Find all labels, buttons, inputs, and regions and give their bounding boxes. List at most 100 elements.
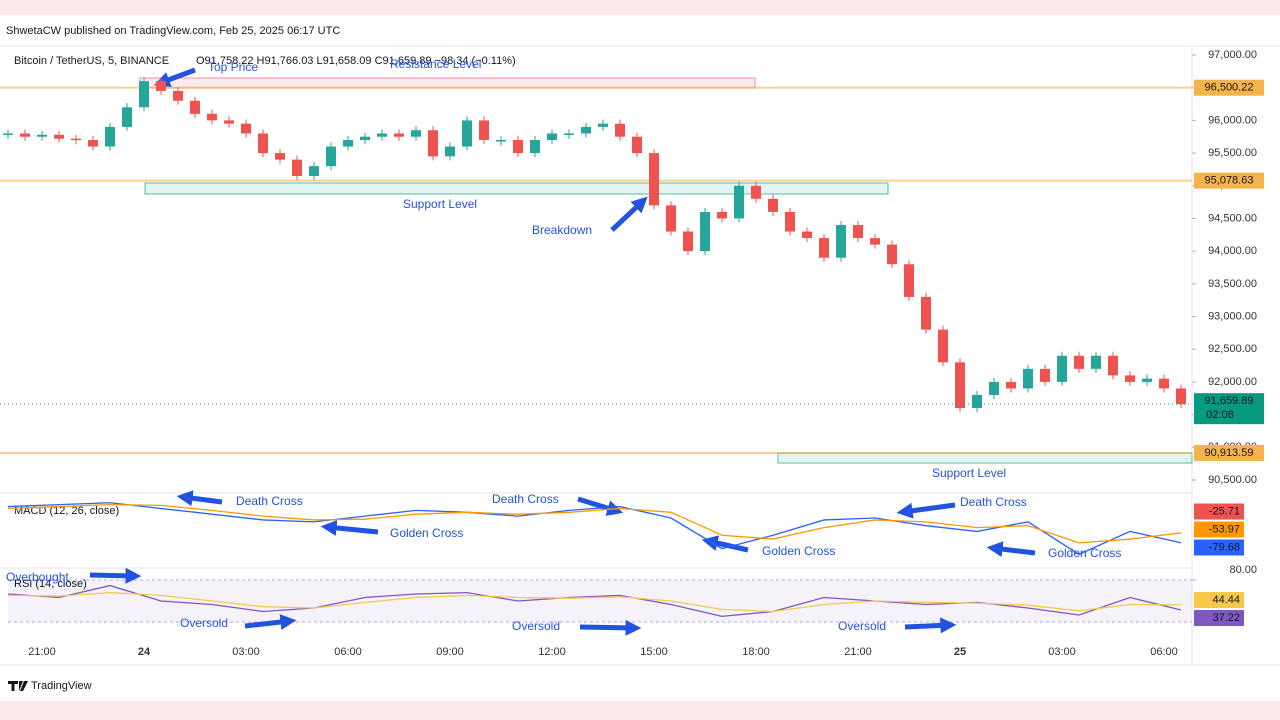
x-tick-label: 12:00 (538, 646, 566, 658)
header: ShwetaCW published on TradingView.com, F… (6, 25, 340, 37)
footer: TradingView (31, 680, 92, 692)
rsi-title: RSI (14, close) (14, 578, 87, 590)
y-tick-label: 93,500.00 (1208, 278, 1257, 290)
candle (20, 133, 30, 137)
y-tick-label: 90,500.00 (1208, 474, 1257, 486)
y-tick-label: 80.00 (1229, 564, 1257, 576)
candle (598, 123, 608, 127)
y-tick-label: 94,500.00 (1208, 212, 1257, 224)
candle (564, 133, 574, 135)
rsi-band (8, 580, 1192, 622)
candle (275, 153, 285, 160)
candle (241, 123, 251, 134)
arrow (244, 614, 297, 631)
candle (1057, 355, 1067, 382)
candle (377, 133, 387, 137)
arrow (579, 619, 642, 636)
candle (445, 146, 455, 157)
annotation: Golden Cross (390, 526, 463, 540)
candle (156, 81, 166, 91)
arrow (154, 67, 196, 88)
annotation: Overbought (6, 570, 69, 584)
arrow (904, 617, 957, 634)
x-tick-label: 06:00 (334, 646, 362, 658)
candle (513, 140, 523, 154)
indicator-line (7, 591, 1182, 613)
logo (8, 681, 28, 691)
candle (309, 166, 319, 176)
candle (3, 133, 13, 135)
countdown: 02:08 (1206, 409, 1234, 421)
candle (853, 225, 863, 239)
readout-box (1194, 592, 1244, 608)
candle (938, 329, 948, 363)
candle (1091, 355, 1101, 369)
indicator-line (7, 503, 1182, 544)
annotation: Oversold (180, 616, 228, 630)
candle (734, 185, 744, 219)
candle (479, 120, 489, 140)
candle (632, 136, 642, 154)
level-label: 96,500.22 (1205, 82, 1254, 94)
annotation: Death Cross (960, 495, 1027, 509)
annotation: Support Level (932, 466, 1006, 480)
readout-label: 37.22 (1212, 612, 1240, 624)
candle (1074, 355, 1084, 369)
x-tick-label: 03:00 (1048, 646, 1076, 658)
candle (802, 231, 812, 239)
annotation: Support Level (403, 197, 477, 211)
candle (649, 153, 659, 206)
y-tick-label: 96,000.00 (1208, 114, 1257, 126)
candle (37, 134, 47, 137)
candle (836, 225, 846, 258)
annotation: Death Cross (492, 492, 559, 506)
y-tick-label: 94,000.00 (1208, 245, 1257, 257)
candle (224, 120, 234, 124)
annotation: Breakdown (532, 223, 592, 237)
x-tick-label: 24 (138, 646, 151, 658)
candle (105, 126, 115, 147)
readout-label: -79.68 (1209, 541, 1240, 553)
candle (1176, 388, 1186, 405)
support-zone (777, 452, 1193, 464)
candle (989, 381, 999, 395)
y-tick-label: 92,000.00 (1208, 376, 1257, 388)
readout-label: -53.97 (1209, 523, 1240, 535)
candle (700, 211, 710, 252)
candle (1108, 355, 1118, 376)
candle (394, 133, 404, 137)
ohlc: O91,758.22 H91,766.03 L91,658.09 C91,659… (196, 55, 516, 67)
candle (683, 231, 693, 252)
candle (88, 140, 98, 147)
readout-box (1194, 539, 1244, 556)
candle (666, 205, 676, 232)
arrow (701, 535, 749, 553)
resistance-zone (139, 77, 756, 89)
x-tick-label: 06:00 (1150, 646, 1178, 658)
level-label-box (1194, 444, 1264, 461)
candle (921, 296, 931, 330)
candle (54, 134, 64, 139)
candle (887, 244, 897, 265)
candle (972, 395, 982, 409)
last-price-label: 91,659.89 (1205, 395, 1254, 407)
arrow (610, 196, 648, 232)
candle (462, 120, 472, 147)
candle (326, 146, 336, 167)
x-tick-label: 03:00 (232, 646, 260, 658)
candle (258, 133, 268, 154)
candle (615, 123, 625, 137)
candle (190, 100, 200, 114)
candle (1006, 381, 1016, 389)
candle (207, 113, 217, 121)
candle (360, 136, 370, 140)
candle (1040, 368, 1050, 382)
readout-box (1194, 521, 1244, 538)
support-zone (144, 182, 889, 195)
candle (1023, 368, 1033, 389)
annotation: Resistance Level (390, 57, 481, 71)
level-label: 95,078.63 (1205, 175, 1254, 187)
annotation: Oversold (838, 619, 886, 633)
y-tick-label: 95,500.00 (1208, 147, 1257, 159)
